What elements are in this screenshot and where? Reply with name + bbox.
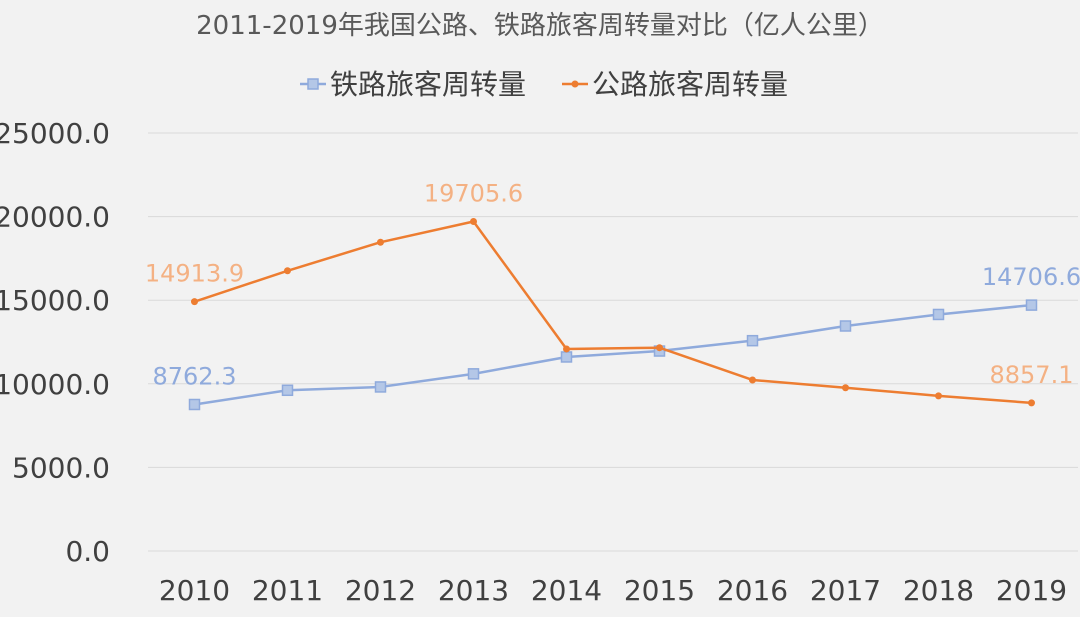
- gridlines: [148, 132, 1078, 552]
- data-point: [749, 376, 756, 384]
- data-point: [746, 334, 759, 347]
- legend-marker: [571, 80, 579, 88]
- data-label: 14706.6: [982, 263, 1080, 291]
- y-tick-label: 0.0: [65, 535, 110, 568]
- data-point: [839, 320, 852, 332]
- data-point: [932, 308, 945, 321]
- data-label: 8857.1: [990, 361, 1074, 389]
- data-label: 19705.6: [424, 180, 523, 208]
- y-tick-label: 20000.0: [0, 201, 110, 234]
- x-tick-label: 2010: [159, 574, 230, 607]
- chart-title: 2011-2019年我国公路、铁路旅客周转量对比（亿人公里）: [196, 11, 884, 41]
- data-point: [377, 238, 384, 246]
- legend-label: 公路旅客周转量: [592, 68, 788, 101]
- y-tick-label: 15000.0: [0, 284, 110, 317]
- data-point: [560, 351, 573, 363]
- y-axis-ticks: 0.0 5000.0 10000.0 15000.0 20000.0 25000.0: [0, 117, 110, 568]
- x-tick-label: 2013: [438, 574, 509, 607]
- series-line: [194, 220, 1032, 405]
- data-point: [284, 267, 291, 275]
- x-tick-label: 2019: [996, 574, 1067, 607]
- legend-marker: [307, 78, 319, 90]
- series-lines: [188, 218, 1038, 411]
- data-point: [188, 398, 201, 411]
- data-label: 8762.3: [153, 362, 237, 390]
- y-tick-label: 5000.0: [12, 451, 110, 484]
- data-point: [191, 298, 198, 306]
- data-labels: 8762.3 14706.6 14913.9 19705.6 8857.1: [145, 180, 1080, 391]
- x-tick-label: 2012: [345, 574, 416, 607]
- data-point: [374, 381, 387, 393]
- x-tick-label: 2017: [810, 574, 881, 607]
- x-tick-label: 2016: [717, 574, 788, 607]
- x-tick-label: 2014: [531, 574, 602, 607]
- data-point: [467, 368, 480, 380]
- x-tick-label: 2015: [624, 574, 695, 607]
- x-tick-label: 2018: [903, 574, 974, 607]
- data-point: [470, 218, 477, 226]
- data-point: [842, 384, 849, 392]
- legend-label: 铁路旅客周转量: [330, 68, 526, 101]
- data-point: [563, 345, 570, 353]
- data-point: [281, 384, 294, 397]
- x-axis-ticks: 2010 2011 2012 2013 2014 2015 2016 2017 2018 2019: [159, 574, 1067, 607]
- data-point: [656, 344, 663, 352]
- y-tick-label: 25000.0: [0, 117, 110, 150]
- legend: 铁路旅客周转量 公路旅客周转量: [300, 68, 788, 101]
- data-label: 14913.9: [145, 260, 244, 288]
- data-point: [935, 392, 942, 400]
- data-point: [1025, 299, 1038, 311]
- y-tick-label: 10000.0: [0, 368, 110, 401]
- series-line: [194, 303, 1032, 406]
- data-point: [1028, 399, 1035, 407]
- x-tick-label: 2011: [252, 574, 323, 607]
